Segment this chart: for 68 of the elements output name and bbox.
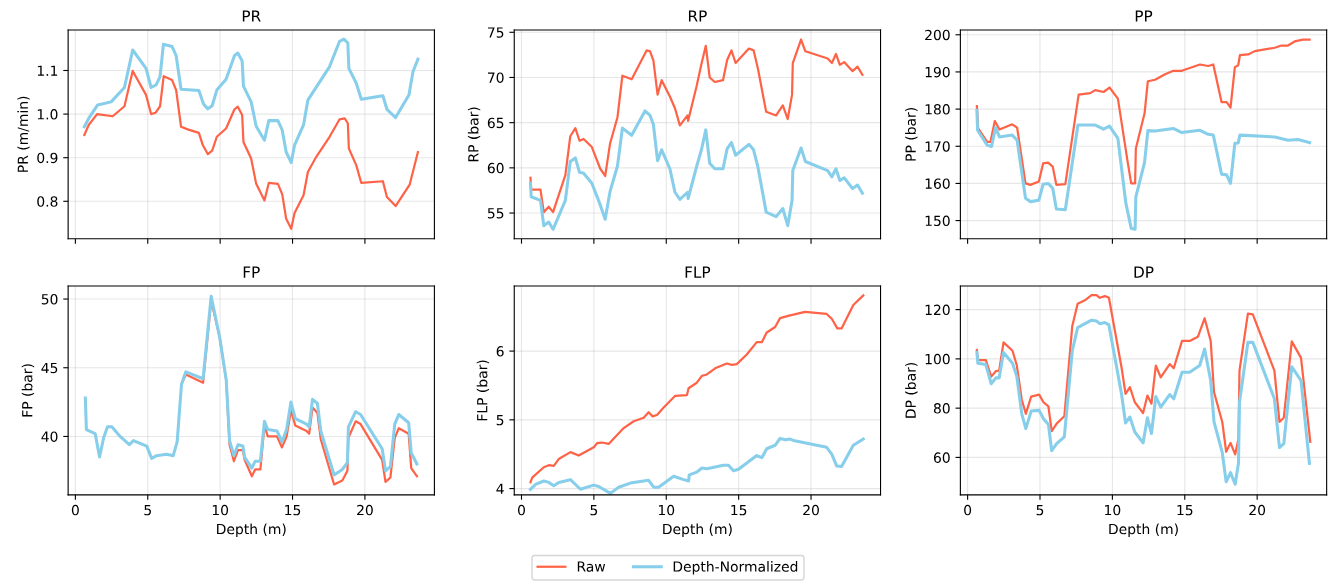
y-tick-label: 6: [496, 346, 504, 357]
y-tick-label: 65: [487, 117, 504, 129]
line-series: [83, 294, 419, 477]
chart-title: FLP: [685, 266, 711, 278]
y-tick-label: 100: [925, 353, 950, 365]
y-tick-label: 190: [925, 66, 950, 78]
legend-label: Raw: [577, 561, 606, 572]
chart-title: DP: [1134, 266, 1154, 278]
line-series: [82, 37, 420, 165]
y-axis-title: PR (m/min): [17, 96, 30, 172]
line-series: [528, 436, 865, 495]
y-tick-label: 200: [925, 29, 950, 41]
line-series: [83, 69, 420, 230]
y-tick-label: 180: [925, 104, 950, 115]
y-tick-label: 120: [925, 304, 950, 316]
x-tick-label: 10: [1105, 504, 1121, 516]
y-tick-label: 0.8: [37, 196, 58, 207]
y-tick-label: 1.0: [37, 109, 58, 120]
y-axis-title: FP (bar): [21, 364, 35, 417]
x-tick-label: 5: [590, 504, 598, 516]
chart-title: RP: [688, 10, 707, 22]
x-axis-title: Depth (m): [663, 523, 732, 537]
y-tick-label: 80: [933, 403, 950, 414]
line-series: [975, 318, 1311, 486]
x-tick-label: 10: [212, 504, 229, 516]
line-series: [529, 38, 864, 214]
chart-title: PP: [1135, 10, 1153, 22]
y-tick-label: 150: [925, 215, 950, 227]
x-tick-label: 5: [1036, 504, 1044, 516]
x-axis-title: Depth (m): [1109, 523, 1178, 537]
y-tick-label: 60: [933, 452, 950, 463]
x-tick-label: 15: [731, 504, 747, 516]
y-axis-title: DP (bar): [905, 362, 918, 418]
y-axis-title: FLP (bar): [476, 360, 490, 421]
y-tick-label: 40: [41, 431, 58, 442]
y-tick-label: 160: [925, 178, 950, 189]
x-tick-label: 20: [357, 504, 373, 516]
line-series: [975, 293, 1312, 456]
y-tick-label: 1.1: [37, 65, 58, 76]
chart-title: FP: [243, 266, 260, 278]
y-tick-label: 60: [487, 162, 504, 174]
y-tick-label: 5: [496, 414, 504, 426]
y-tick-label: 4: [496, 483, 504, 494]
line-series: [975, 38, 1311, 187]
x-tick-label: 5: [144, 504, 151, 516]
x-tick-label: 20: [1249, 504, 1266, 516]
y-tick-label: 75: [488, 27, 504, 38]
line-series: [528, 109, 864, 231]
x-tick-label: 0: [964, 504, 972, 516]
line-series: [529, 294, 865, 484]
x-tick-label: 10: [658, 504, 675, 516]
x-axis-title: Depth (m): [217, 523, 286, 537]
y-tick-label: 70: [488, 72, 504, 83]
x-tick-label: 15: [1177, 504, 1193, 516]
line-series: [975, 108, 1312, 231]
y-tick-label: 45: [41, 362, 58, 374]
y-tick-label: 0.9: [37, 152, 58, 164]
legend-label: Depth-Normalized: [673, 561, 798, 575]
y-tick-label: 50: [41, 294, 58, 305]
x-tick-label: 20: [803, 504, 819, 516]
x-tick-label: 15: [285, 504, 301, 516]
y-axis-title: RP (bar): [467, 107, 481, 162]
x-tick-label: 0: [71, 504, 79, 516]
y-tick-label: 170: [925, 141, 950, 152]
y-tick-label: 55: [487, 208, 504, 219]
chart-title: PR: [242, 10, 261, 22]
x-tick-label: 0: [517, 504, 525, 516]
y-axis-title: PP (bar): [905, 108, 918, 161]
